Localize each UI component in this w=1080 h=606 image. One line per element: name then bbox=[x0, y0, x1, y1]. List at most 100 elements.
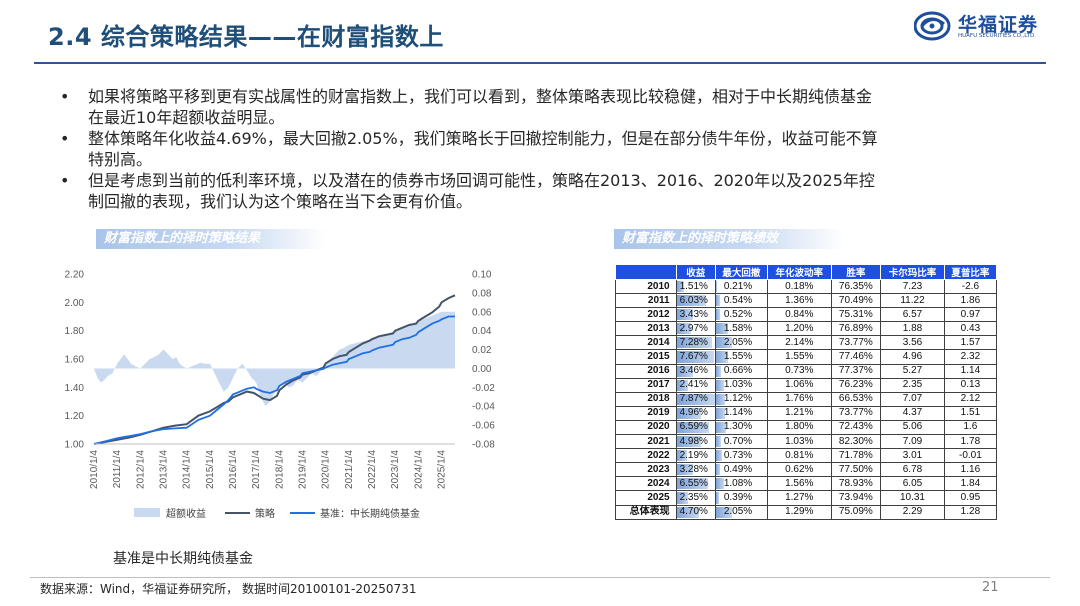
table-row: 2016 3.46% 0.66% 0.73% 77.37% 5.27 1.14 bbox=[615, 363, 998, 379]
table-row: 总体表现 4.70% 2.05% 1.29% 75.09% 2.29 1.28 bbox=[615, 504, 998, 520]
sharpe-cell: 0.95 bbox=[943, 490, 998, 506]
table-header-cell bbox=[615, 264, 677, 280]
win-rate-cell: 82.30% bbox=[830, 434, 882, 450]
return-cell-value: 7.87% bbox=[679, 393, 708, 405]
win-rate-cell: 73.94% bbox=[830, 490, 882, 506]
drawdown-cell-value: 1.03% bbox=[723, 379, 753, 391]
right-axis-tick-label: 0.10 bbox=[472, 270, 492, 281]
title-divider bbox=[34, 62, 1046, 64]
volatility-cell: 1.80% bbox=[766, 419, 832, 436]
table-row: 2021 4.98% 0.70% 1.03% 82.30% 7.09 1.78 bbox=[615, 434, 998, 450]
strategy-chart: 2.20 2.00 1.80 1.60 1.40 1.20 1.00 0.10 0.08 0.06… bbox=[65, 270, 496, 521]
right-axis-tick-label: -0.02 bbox=[472, 383, 495, 394]
return-cell: 2.97% bbox=[675, 321, 716, 337]
left-axis-tick-label: 2.20 bbox=[65, 270, 85, 281]
table-row: 2011 6.03% 0.54% 1.36% 70.49% 11.22 1.86 bbox=[615, 293, 998, 309]
sharpe-cell: 1.86 bbox=[943, 293, 998, 309]
table-section-label: 财富指数上的择时策略绩效 bbox=[614, 229, 844, 249]
drawdown-cell-value: 2.05% bbox=[723, 336, 753, 348]
sharpe-cell: 1.14 bbox=[943, 363, 998, 379]
win-rate-cell: 76.35% bbox=[830, 278, 882, 295]
return-cell-databar bbox=[676, 351, 714, 363]
table-row: 2012 3.43% 0.52% 0.84% 75.31% 6.57 0.97 bbox=[615, 307, 998, 323]
x-axis-tick-label: 2020/1/4 bbox=[321, 450, 332, 489]
return-cell-value: 4.96% bbox=[679, 407, 708, 419]
drawdown-cell-value: 0.54% bbox=[723, 294, 753, 306]
x-axis-tick-label: 2010/1/4 bbox=[89, 450, 100, 489]
return-cell-databar bbox=[676, 393, 715, 405]
return-cell-databar bbox=[676, 337, 712, 349]
win-rate-cell: 73.77% bbox=[830, 405, 882, 421]
return-cell-databar bbox=[676, 450, 688, 462]
year-cell: 2024 bbox=[615, 476, 677, 492]
calmar-cell: 2.29 bbox=[880, 504, 945, 520]
year-cell: 2019 bbox=[615, 405, 677, 421]
calmar-cell: 6.78 bbox=[880, 462, 945, 478]
right-axis-tick-label: 0.04 bbox=[472, 326, 492, 337]
calmar-cell: 6.05 bbox=[880, 476, 945, 492]
year-cell: 2017 bbox=[615, 377, 677, 393]
drawdown-cell-value: 2.05% bbox=[723, 506, 753, 518]
drawdown-cell-value: 0.49% bbox=[723, 463, 753, 475]
bullet-item: 整体策略年化收益4.69%，最大回撤2.05%，我们策略长于回撤控制能力，但是在… bbox=[60, 128, 880, 170]
return-cell-databar bbox=[676, 464, 693, 476]
return-cell-value: 4.98% bbox=[679, 435, 708, 447]
table-row: 2010 1.51% 0.21% 0.18% 76.35% 7.23 -2.6 bbox=[615, 278, 998, 295]
win-rate-cell: 76.89% bbox=[830, 321, 882, 337]
year-cell: 2010 bbox=[615, 278, 677, 295]
win-rate-cell: 76.23% bbox=[830, 377, 882, 393]
right-axis-tick-label: -0.04 bbox=[472, 402, 495, 413]
drawdown-cell-databar bbox=[715, 464, 720, 476]
logo-name: 华福证券 bbox=[958, 14, 1039, 36]
right-axis-tick-label: 0.06 bbox=[472, 307, 492, 318]
table-row: 2013 2.97% 1.58% 1.20% 76.89% 1.88 0.43 bbox=[615, 321, 998, 337]
right-axis-tick-label: 0.08 bbox=[472, 288, 492, 299]
sharpe-cell: 1.51 bbox=[943, 405, 998, 421]
volatility-cell: 1.06% bbox=[766, 377, 832, 393]
drawdown-cell-databar bbox=[715, 436, 722, 448]
win-rate-cell: 73.77% bbox=[830, 335, 882, 351]
right-axis-tick-label: 0.00 bbox=[472, 364, 492, 375]
x-axis-tick-label: 2012/1/4 bbox=[135, 450, 146, 489]
drawdown-cell-databar bbox=[715, 478, 725, 490]
drawdown-cell: 1.03% bbox=[714, 377, 768, 393]
drawdown-cell: 0.52% bbox=[714, 307, 768, 323]
drawdown-cell-value: 1.30% bbox=[723, 421, 753, 433]
return-cell: 6.03% bbox=[675, 293, 716, 309]
return-cell-databar bbox=[676, 281, 684, 293]
drawdown-cell: 1.14% bbox=[714, 405, 768, 421]
volatility-cell: 1.27% bbox=[766, 490, 832, 506]
drawdown-cell: 0.21% bbox=[714, 278, 768, 295]
year-cell: 2018 bbox=[615, 391, 677, 407]
calmar-cell: 1.88 bbox=[880, 321, 945, 337]
x-axis-tick-label: 2021/1/4 bbox=[344, 450, 355, 489]
sharpe-cell: 0.13 bbox=[943, 377, 998, 393]
return-cell-value: 7.28% bbox=[679, 336, 708, 348]
performance-table: 收益 最大回撤 年化波动率 胜率 卡尔玛比率 夏普比率 2010 1.51% 0.2… bbox=[615, 264, 998, 520]
return-cell-databar bbox=[676, 492, 688, 504]
return-cell: 7.28% bbox=[675, 335, 716, 351]
x-axis-tick-label: 2013/1/4 bbox=[159, 450, 170, 489]
drawdown-cell-databar bbox=[715, 309, 720, 321]
drawdown-cell: 1.12% bbox=[714, 391, 768, 407]
drawdown-cell-value: 0.21% bbox=[723, 280, 753, 292]
drawdown-cell-value: 1.14% bbox=[723, 407, 753, 419]
calmar-cell: 4.96 bbox=[880, 349, 945, 365]
return-cell-databar bbox=[676, 421, 709, 434]
volatility-cell: 1.21% bbox=[766, 405, 832, 421]
drawdown-cell: 0.70% bbox=[714, 434, 768, 450]
x-axis-tick-label: 2016/1/4 bbox=[228, 450, 239, 489]
x-axis-tick-label: 2023/1/4 bbox=[390, 450, 401, 489]
win-rate-cell: 77.46% bbox=[830, 349, 882, 365]
drawdown-cell: 2.05% bbox=[714, 335, 768, 351]
x-axis-tick-label: 2025/1/4 bbox=[437, 450, 448, 489]
return-cell-databar bbox=[676, 295, 706, 307]
win-rate-cell: 78.93% bbox=[830, 476, 882, 492]
page-number: 21 bbox=[982, 580, 999, 595]
return-cell: 4.96% bbox=[675, 405, 716, 421]
return-cell: 3.28% bbox=[675, 462, 716, 478]
x-axis-tick-label: 2014/1/4 bbox=[182, 450, 193, 489]
table-header-cell: 最大回撤 bbox=[714, 264, 768, 280]
drawdown-cell-value: 1.55% bbox=[723, 351, 753, 363]
return-cell: 2.35% bbox=[675, 490, 716, 506]
